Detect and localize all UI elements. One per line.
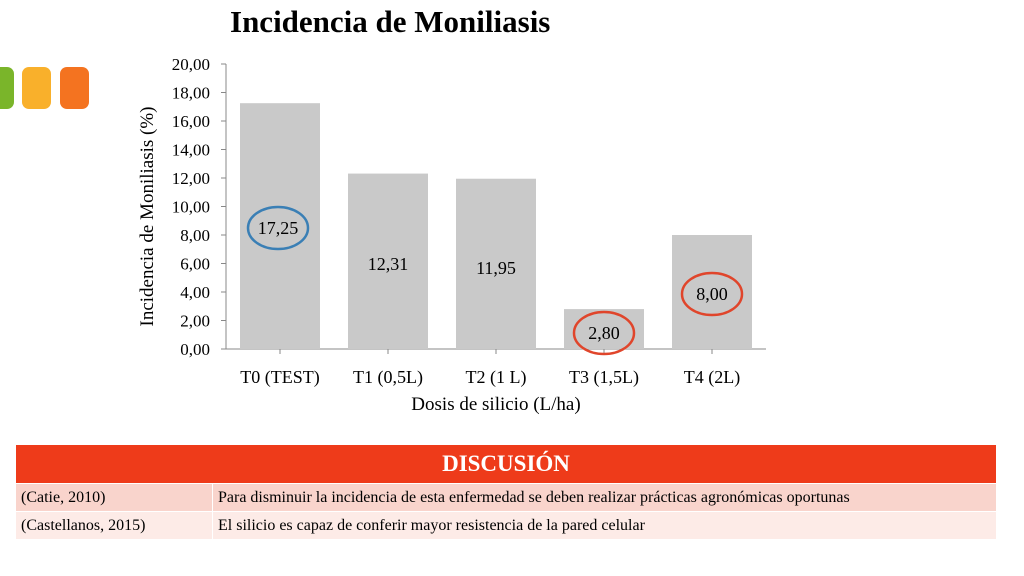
x-tick-label: T3 (1,5L) xyxy=(569,367,639,388)
highlight-circle xyxy=(572,310,636,356)
source-cell: (Castellanos, 2015) xyxy=(15,511,213,540)
data-label: 12,31 xyxy=(368,254,409,274)
y-axis-label: Incidencia de Moniliasis (%) xyxy=(137,106,158,326)
bar xyxy=(348,173,428,349)
x-tick-label: T4 (2L) xyxy=(684,367,740,388)
y-tick-label: 8,00 xyxy=(180,226,210,245)
data-label: 17,25 xyxy=(258,218,299,238)
decor-tile-green xyxy=(0,67,14,109)
chart-title: Incidencia de Moniliasis xyxy=(230,4,551,39)
y-tick-label: 20,00 xyxy=(172,55,210,74)
data-label: 2,80 xyxy=(588,323,620,343)
highlight-circle xyxy=(680,271,744,317)
y-tick-label: 16,00 xyxy=(172,112,210,131)
y-tick-label: 10,00 xyxy=(172,198,210,217)
bar xyxy=(672,235,752,349)
decor-tile-orange xyxy=(60,67,89,109)
table-row: (Castellanos, 2015) El silicio es capaz … xyxy=(15,511,997,540)
y-tick-label: 18,00 xyxy=(172,84,210,103)
bar-chart: 0,00 2,00 4,00 6,00 8,00 10,00 12,00 14,00 16,00… xyxy=(137,55,766,415)
data-label: 8,00 xyxy=(696,284,728,304)
text-cell: El silicio es capaz de conferir mayor re… xyxy=(212,511,997,540)
highlight-circle xyxy=(246,205,310,251)
y-tick-label: 0,00 xyxy=(180,340,210,359)
x-axis-label: Dosis de silicio (L/ha) xyxy=(411,394,580,415)
bar xyxy=(456,178,536,349)
source-cell: (Catie, 2010) xyxy=(15,483,213,512)
decor-tile-yellow xyxy=(22,67,51,109)
x-tick-label: T0 (TEST) xyxy=(240,367,319,388)
data-label: 11,95 xyxy=(476,258,516,278)
y-tick-label: 4,00 xyxy=(180,283,210,302)
y-tick-label: 6,00 xyxy=(180,255,210,274)
discussion-table: DISCUSIÓN (Catie, 2010) Para disminuir l… xyxy=(15,444,997,540)
x-tick-label: T1 (0,5L) xyxy=(353,367,423,388)
y-tick-label: 12,00 xyxy=(172,169,210,188)
discussion-header: DISCUSIÓN xyxy=(15,444,997,484)
y-tick-label: 2,00 xyxy=(180,312,210,331)
y-tick-label: 14,00 xyxy=(172,141,210,160)
text-cell: Para disminuir la incidencia de esta enf… xyxy=(212,483,997,512)
x-tick-label: T2 (1 L) xyxy=(466,367,527,388)
table-row: (Catie, 2010) Para disminuir la incidenc… xyxy=(15,483,997,512)
